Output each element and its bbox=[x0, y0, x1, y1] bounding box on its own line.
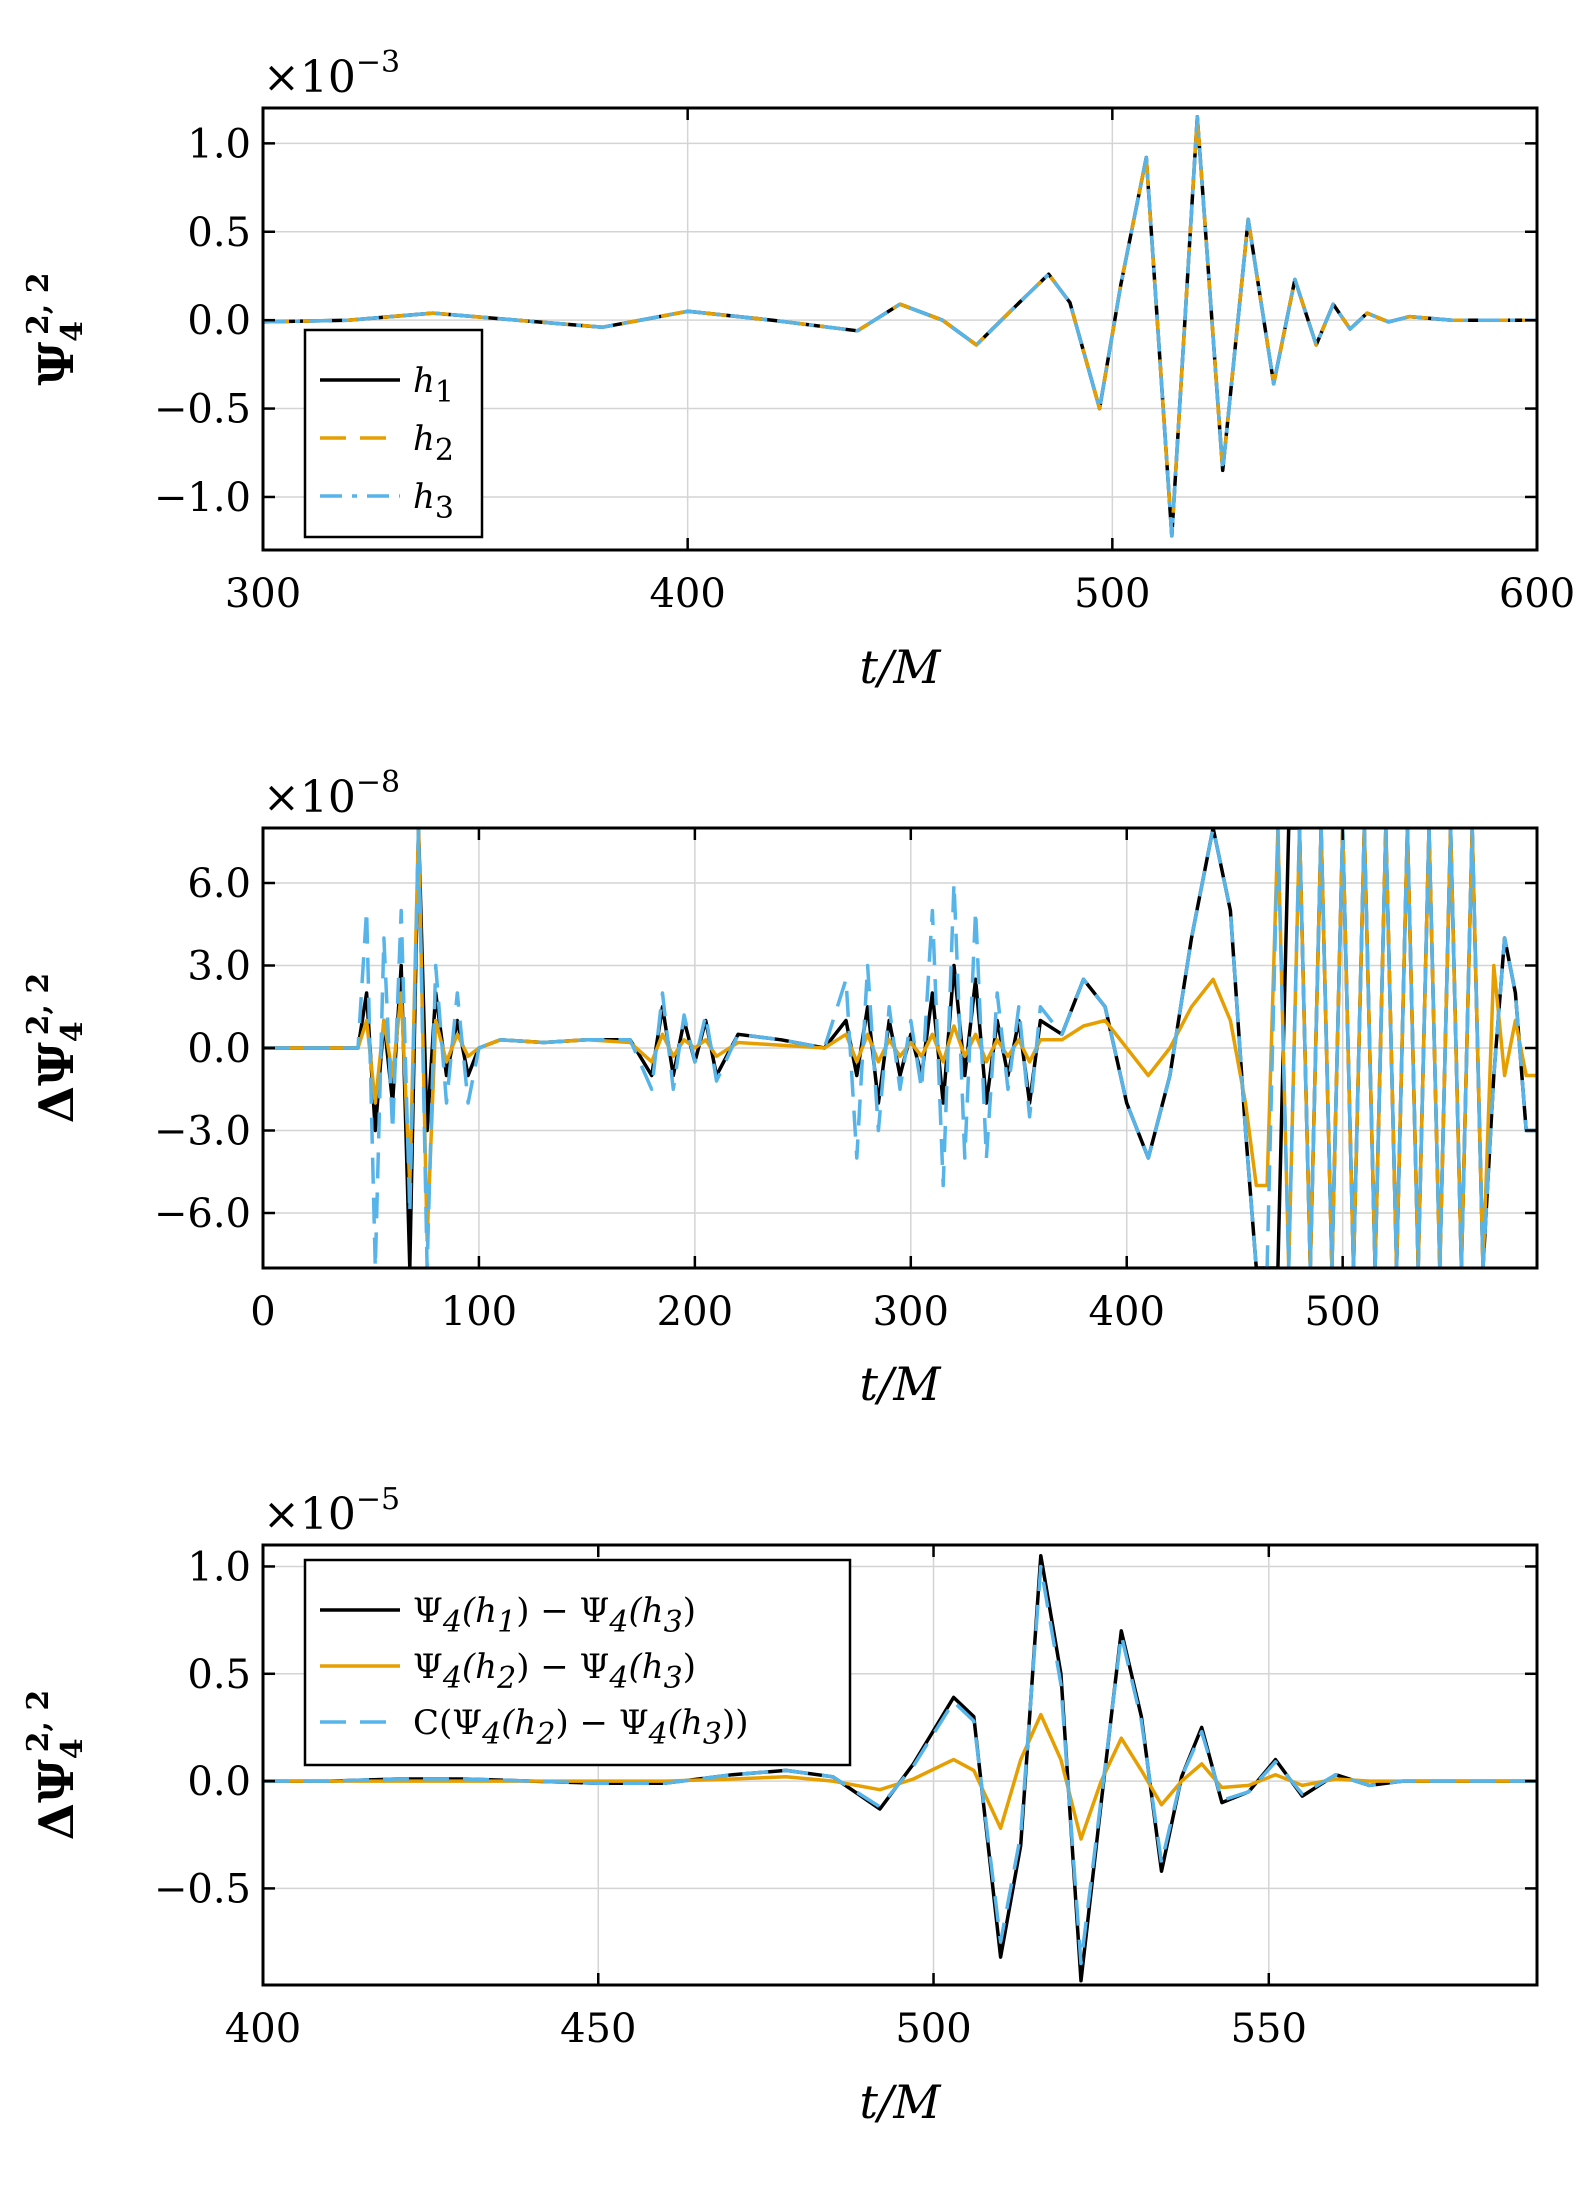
y-tick-label: −0.5 bbox=[154, 1866, 251, 1912]
y-axis-label: ΔΨ42, 2 bbox=[21, 1690, 90, 1841]
x-axis-label: t/M bbox=[859, 1357, 942, 1411]
plot-frame bbox=[261, 1543, 1539, 1987]
legend-entry: Ψ4(h1) − Ψ4(h3) bbox=[413, 1591, 696, 1640]
legend-entry: h1 bbox=[413, 361, 454, 410]
y-tick-label: 0.0 bbox=[187, 1026, 251, 1072]
x-tick-label: 550 bbox=[1231, 2006, 1307, 2052]
y-tick-label: 0.5 bbox=[187, 1652, 251, 1698]
panel-2: 0 100 200 300 400 500 6.0 3.0 0.0 −3.0 −6.0 ×10−8 t/… bbox=[21, 765, 1539, 1411]
x-tick-label: 100 bbox=[441, 1289, 517, 1335]
legend-entry: Ψ4(h2) − Ψ4(h3) bbox=[413, 1647, 696, 1696]
x-tick-label: 0 bbox=[250, 1289, 275, 1335]
legend: Ψ4(h1) − Ψ4(h3) Ψ4(h2) − Ψ4(h3) C(Ψ4(h2) −… bbox=[303, 1558, 852, 1767]
series-group bbox=[263, 1553, 1537, 1983]
y-tick-label: 3.0 bbox=[187, 944, 251, 990]
series-line-3 bbox=[263, 115, 1537, 538]
x-tick-label: 300 bbox=[225, 571, 301, 617]
x-tick-label: 500 bbox=[1304, 1289, 1380, 1335]
y-tick-label: 1.0 bbox=[187, 121, 251, 167]
x-tick-label: 300 bbox=[873, 1289, 949, 1335]
axis-multiplier: ×10−3 bbox=[263, 45, 400, 103]
axis-multiplier: ×10−5 bbox=[263, 1482, 400, 1540]
x-tick-label: 400 bbox=[1089, 1289, 1165, 1335]
x-tick-label: 500 bbox=[1074, 571, 1150, 617]
y-tick-label: −1.0 bbox=[154, 475, 251, 521]
x-axis-label: t/M bbox=[859, 640, 942, 694]
y-tick-label: −6.0 bbox=[154, 1191, 251, 1237]
x-tick-label: 400 bbox=[649, 571, 725, 617]
y-tick-label: 0.0 bbox=[187, 1759, 251, 1805]
x-tick-label: 600 bbox=[1499, 571, 1575, 617]
y-tick-label: 6.0 bbox=[187, 861, 251, 907]
x-axis-label: t/M bbox=[859, 2075, 942, 2129]
x-tick-label: 500 bbox=[895, 2006, 971, 2052]
series-group bbox=[263, 828, 1537, 1268]
legend: h1 h2 h3 bbox=[303, 328, 484, 539]
x-tick-label: 400 bbox=[225, 2006, 301, 2052]
y-tick-label: −3.0 bbox=[154, 1109, 251, 1155]
x-tick-label: 200 bbox=[657, 1289, 733, 1335]
y-tick-label: 0.0 bbox=[187, 298, 251, 344]
panel-1: 300 400 500 600 1.0 0.5 0.0 −0.5 −1.0 ×10−3 t/M Ψ42… bbox=[21, 45, 1575, 694]
legend-box bbox=[303, 1558, 852, 1767]
y-axis-label: ΔΨ42, 2 bbox=[21, 973, 90, 1124]
series-group bbox=[263, 115, 1537, 538]
y-tick-label: 1.0 bbox=[187, 1544, 251, 1590]
panel-3: 400 450 500 550 1.0 0.5 0.0 −0.5 ×10−5 t/M ΔΨ42, 2… bbox=[21, 1482, 1539, 2129]
legend-box bbox=[303, 328, 484, 539]
axis-multiplier: ×10−8 bbox=[263, 765, 400, 823]
series-line-3 bbox=[263, 1564, 1537, 1966]
y-tick-label: −0.5 bbox=[154, 387, 251, 433]
y-axis-label: Ψ42, 2 bbox=[21, 272, 90, 385]
y-tick-label: 0.5 bbox=[187, 210, 251, 256]
plot-frame bbox=[261, 106, 1539, 552]
series-line-3 bbox=[263, 828, 1537, 1268]
legend-entry: h2 bbox=[413, 419, 454, 468]
legend-entry: h3 bbox=[413, 477, 454, 526]
x-tick-label: 450 bbox=[560, 2006, 636, 2052]
legend-entry: C(Ψ4(h2) − Ψ4(h3)) bbox=[413, 1703, 749, 1752]
